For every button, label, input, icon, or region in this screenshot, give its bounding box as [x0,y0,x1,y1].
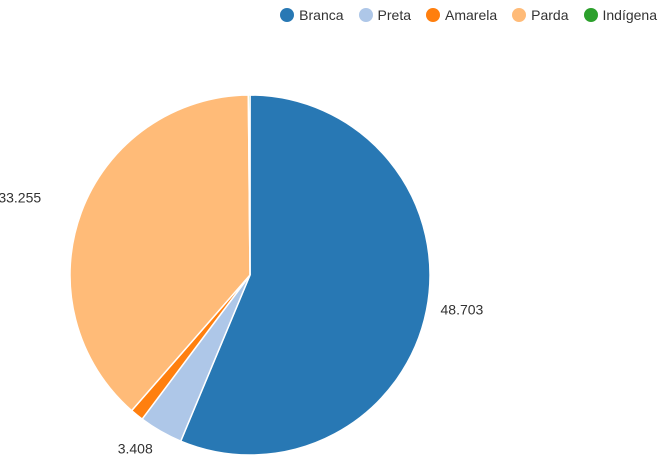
legend-swatch [512,8,527,22]
legend-item-preta[interactable]: Preta [358,7,411,23]
data-label-parda: 33.255 [0,190,41,206]
data-label-preta: 3.408 [118,440,153,456]
legend-swatch [280,8,295,22]
legend-label: Amarela [445,7,498,23]
legend-label: Parda [531,7,569,23]
legend-label: Preta [377,7,411,23]
legend-item-parda[interactable]: Parda [512,7,569,23]
legend-item-indigena[interactable]: Indígena [583,7,658,23]
legend-item-branca[interactable]: Branca [280,7,344,23]
chart-legend: Branca Preta Amarela Parda Indígena [280,7,657,23]
pie-slice-parda[interactable] [69,94,251,412]
legend-label: Branca [299,7,344,23]
legend-swatch [358,8,373,22]
legend-item-amarela[interactable]: Amarela [426,7,497,23]
pie-slice-branca[interactable] [179,94,431,456]
legend-label: Indígena [602,7,658,23]
data-label-branca: 48.703 [441,301,484,317]
legend-swatch [583,8,598,22]
legend-swatch [426,8,440,22]
pie-slice-indigena[interactable] [247,94,251,276]
